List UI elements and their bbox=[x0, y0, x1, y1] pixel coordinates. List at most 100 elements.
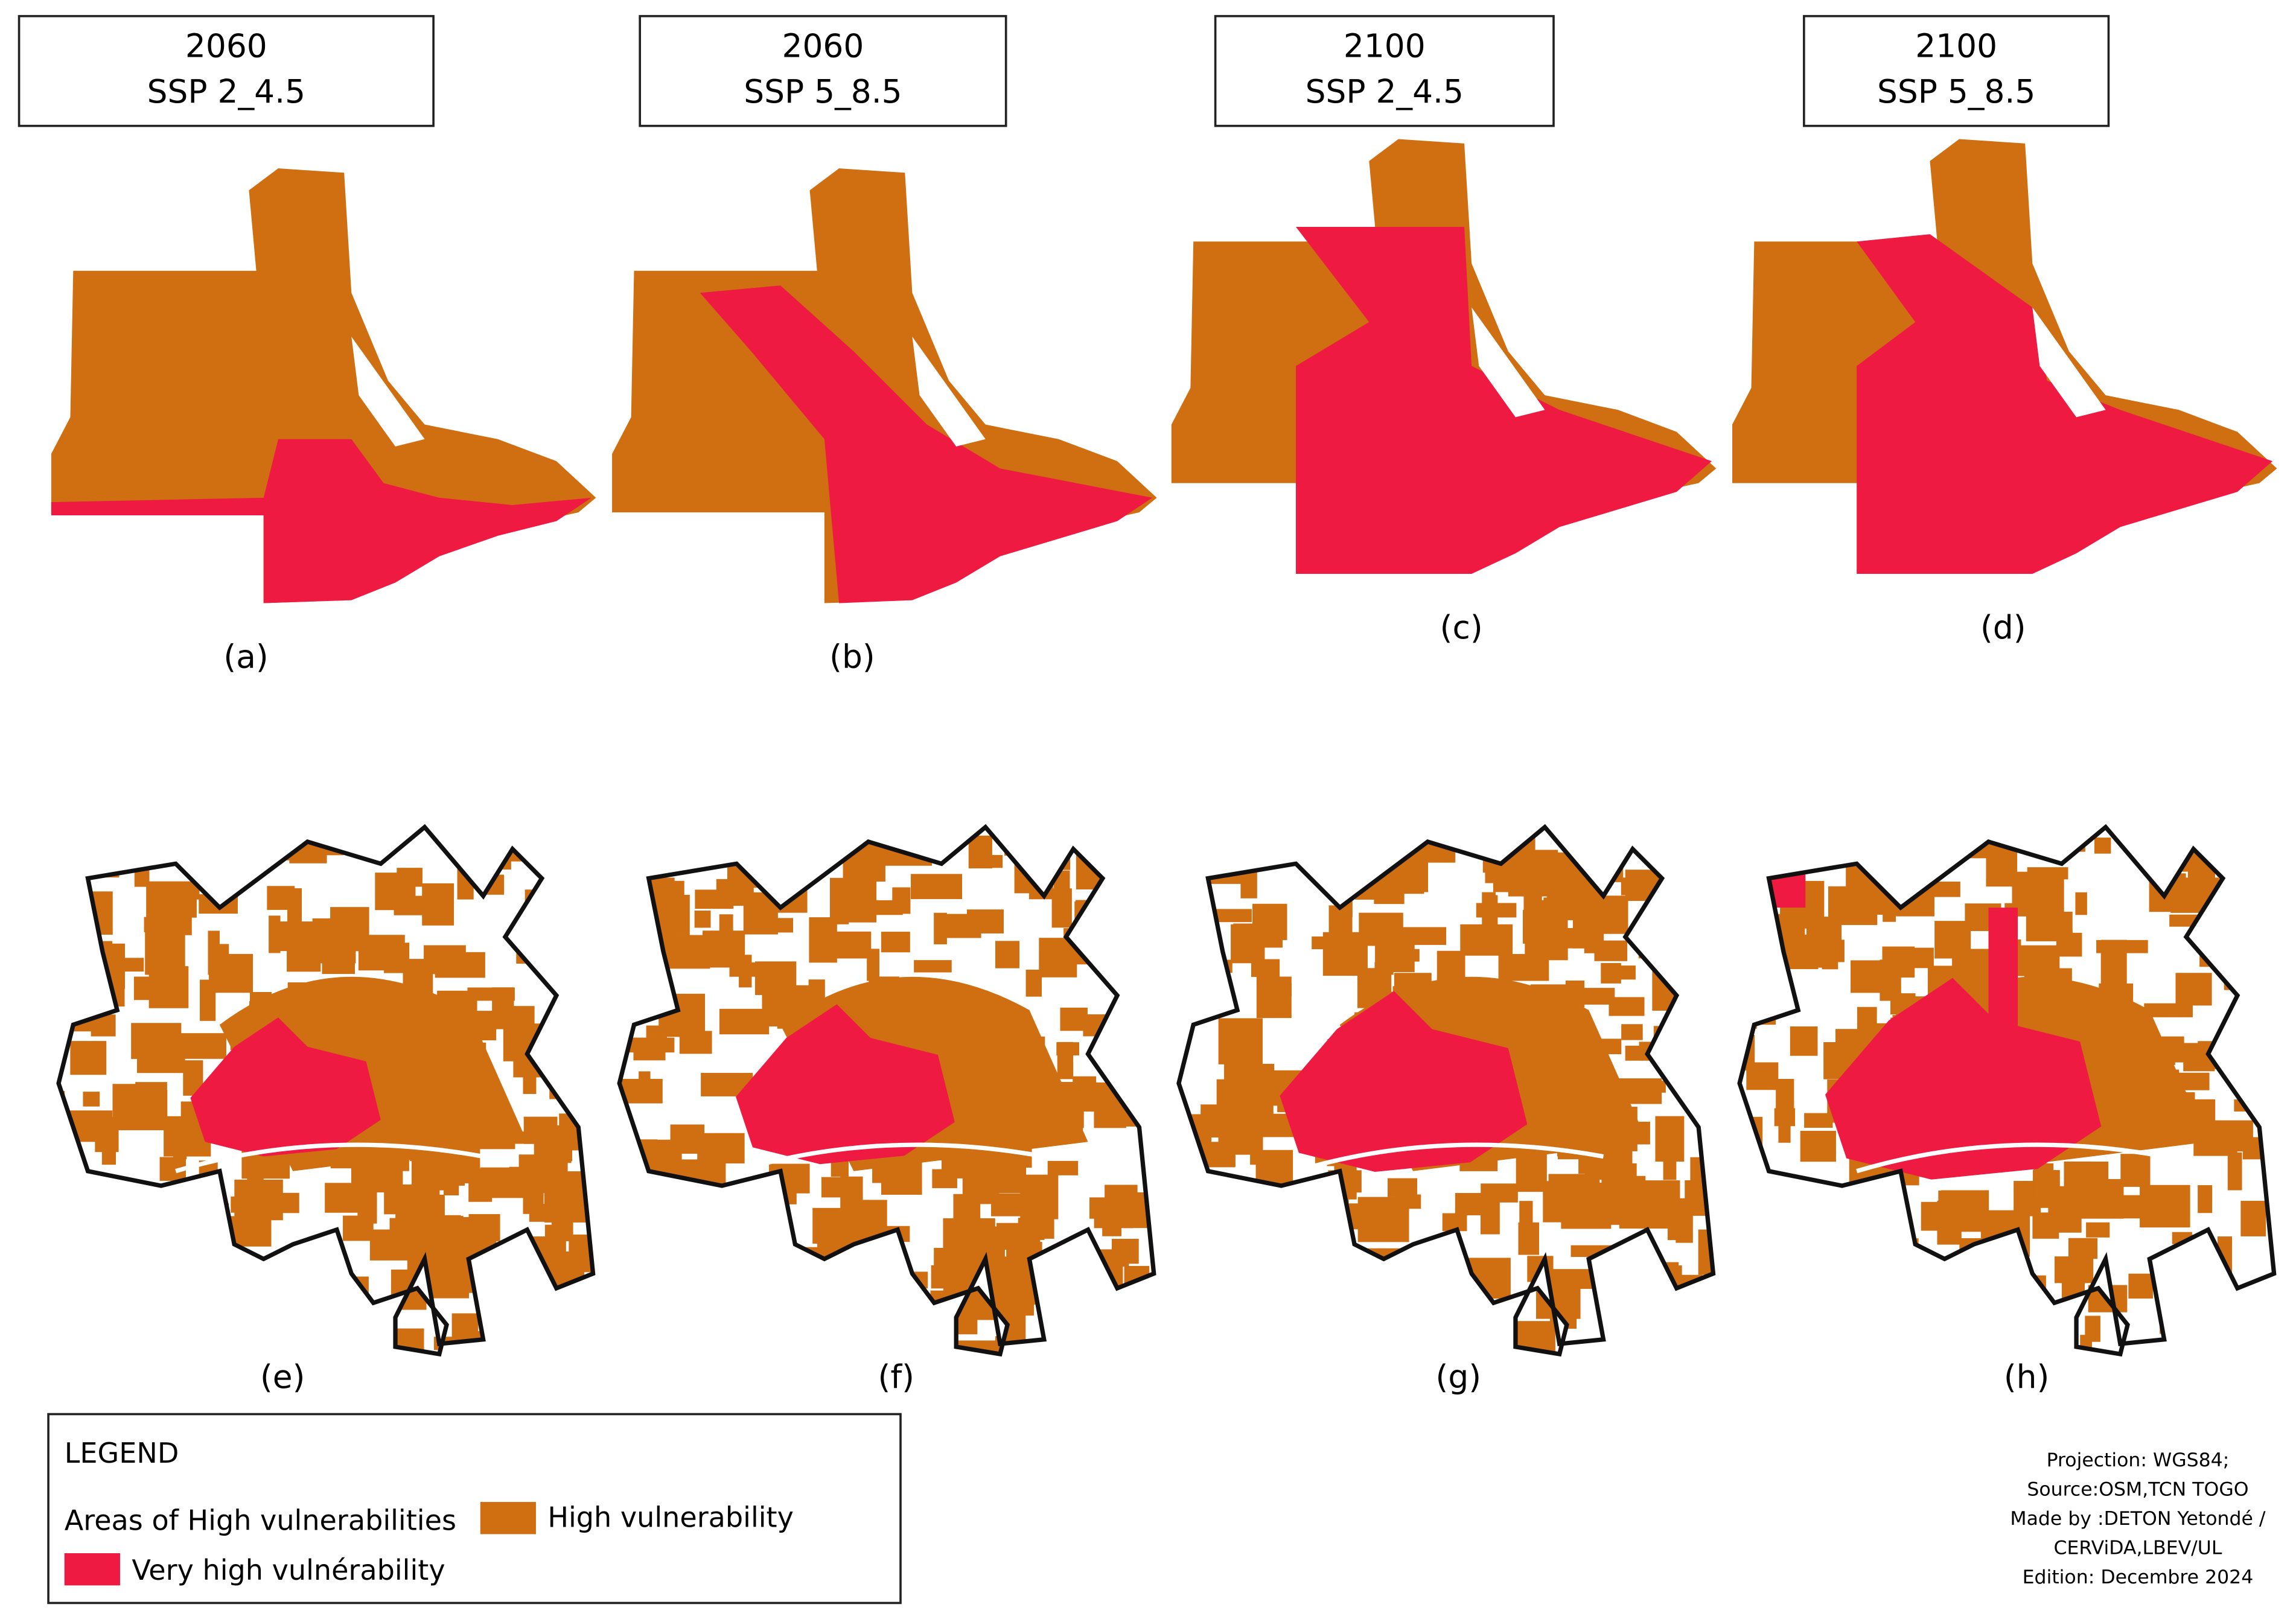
header-year: 2100 bbox=[1915, 27, 1997, 65]
map-high bbox=[809, 917, 837, 963]
map-high bbox=[1256, 976, 1292, 1019]
map-high bbox=[968, 835, 992, 869]
map-high bbox=[1476, 903, 1517, 918]
map-high bbox=[287, 888, 302, 923]
map-high bbox=[1934, 921, 1971, 959]
map-high bbox=[415, 1246, 458, 1262]
map-high bbox=[1222, 1099, 1274, 1128]
map-high bbox=[2075, 892, 2087, 915]
map-high bbox=[1607, 1146, 1633, 1170]
map-gap bbox=[912, 336, 986, 447]
panel-label: (g) bbox=[1436, 1358, 1482, 1396]
panel-label: (e) bbox=[260, 1358, 305, 1396]
map-high bbox=[1275, 983, 1292, 997]
map-high bbox=[470, 1168, 501, 1193]
map-high bbox=[1621, 877, 1640, 895]
legend-title: LEGEND bbox=[65, 1437, 179, 1469]
river bbox=[1856, 1142, 2165, 1174]
map-high bbox=[1784, 955, 1819, 970]
map-high bbox=[1051, 888, 1072, 928]
map-high bbox=[2198, 1185, 2213, 1213]
map-gap bbox=[1472, 307, 1545, 418]
map-high bbox=[2240, 1201, 2266, 1236]
map-high bbox=[325, 1183, 363, 1213]
map-outline bbox=[1176, 824, 1716, 1357]
map-high bbox=[112, 1084, 159, 1118]
map-very-high bbox=[51, 439, 592, 603]
map-high bbox=[1575, 895, 1628, 934]
map-high bbox=[995, 941, 1019, 968]
map-high bbox=[1776, 1078, 1794, 1112]
map-high bbox=[1312, 936, 1344, 950]
map-high bbox=[2056, 932, 2082, 957]
map-high bbox=[247, 1165, 264, 1185]
map-high bbox=[1667, 1226, 1682, 1241]
map-high bbox=[1396, 1194, 1421, 1209]
header-year: 2060 bbox=[782, 27, 864, 65]
header-box bbox=[639, 14, 1007, 127]
legend-swatch bbox=[480, 1502, 536, 1535]
map-high bbox=[2094, 838, 2111, 854]
map-high bbox=[1525, 938, 1568, 961]
map-high bbox=[1251, 959, 1280, 978]
labels: 2060 SSP 2_4.5 (a) 2060 SSP 5_8.5 (b) 2100 SSP … bbox=[18, 14, 2266, 1588]
map-high bbox=[962, 1162, 1000, 1204]
map-high bbox=[2073, 1178, 2124, 1219]
map-high bbox=[247, 1188, 263, 1227]
map-high bbox=[164, 882, 200, 900]
map-very-high bbox=[700, 285, 1153, 603]
map-very-high bbox=[1825, 978, 2102, 1180]
map-high bbox=[2100, 940, 2127, 986]
panel-label: (d) bbox=[1980, 608, 2026, 646]
map-high bbox=[1817, 940, 1845, 962]
map-high bbox=[132, 1033, 162, 1055]
map-high bbox=[1394, 927, 1447, 945]
credit-line: Edition: Decembre 2024 bbox=[2023, 1566, 2254, 1588]
map-high bbox=[2175, 973, 2212, 1006]
map-high bbox=[1584, 941, 1612, 953]
map-high bbox=[695, 889, 734, 909]
panel-label: (f) bbox=[878, 1358, 914, 1396]
map-high bbox=[1629, 1175, 1646, 1198]
map-high bbox=[2120, 1154, 2151, 1187]
map-very-high bbox=[1280, 991, 1528, 1172]
panel-label: (h) bbox=[2004, 1358, 2049, 1396]
map-high bbox=[2027, 867, 2068, 880]
map-high bbox=[1392, 876, 1424, 894]
map-very-high bbox=[190, 1017, 381, 1157]
map-high bbox=[95, 1117, 119, 1153]
map-high bbox=[70, 1041, 107, 1075]
credit-line: Source:OSM,TCN TOGO bbox=[2027, 1479, 2248, 1501]
map-high bbox=[1388, 1178, 1417, 1197]
map-high bbox=[506, 1006, 535, 1040]
map-high bbox=[914, 960, 952, 973]
map-high bbox=[148, 966, 189, 1008]
map-high bbox=[762, 987, 785, 1027]
map-high bbox=[966, 909, 1004, 933]
map-high bbox=[421, 1216, 464, 1239]
credit-line: CERViDA,LBEV/UL bbox=[2054, 1538, 2222, 1559]
map-high bbox=[1543, 1181, 1586, 1223]
map-high bbox=[212, 953, 254, 993]
map-high bbox=[697, 1133, 745, 1164]
map-high bbox=[1655, 1116, 1685, 1162]
map-outline bbox=[1737, 824, 2277, 1357]
map-high bbox=[1213, 909, 1252, 923]
map-high bbox=[932, 1169, 957, 1189]
map-high bbox=[2128, 1273, 2153, 1299]
map-high bbox=[468, 1214, 500, 1242]
map-outline bbox=[56, 824, 596, 1357]
panel-label: (b) bbox=[829, 637, 875, 675]
legend-swatch bbox=[64, 1553, 120, 1586]
map-high bbox=[1237, 1027, 1253, 1056]
map-high bbox=[1027, 1197, 1045, 1240]
map-high bbox=[657, 1156, 682, 1171]
map-high bbox=[2055, 1256, 2094, 1283]
map-high bbox=[867, 949, 879, 981]
maps bbox=[51, 139, 2277, 1357]
map-high bbox=[1239, 1070, 1281, 1096]
legend-label: Very high vulnérability bbox=[132, 1554, 445, 1586]
header-year: 2060 bbox=[185, 27, 267, 65]
map-high bbox=[1482, 1267, 1506, 1280]
